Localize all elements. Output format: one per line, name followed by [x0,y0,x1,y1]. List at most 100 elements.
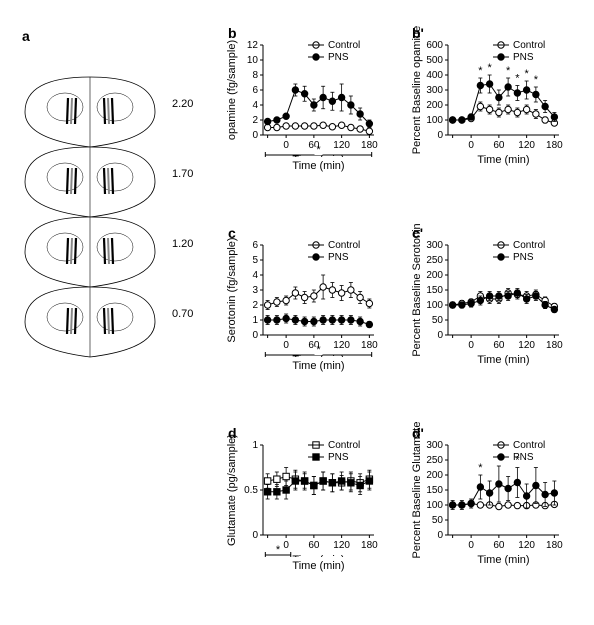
svg-text:300: 300 [426,240,443,251]
svg-text:180: 180 [361,140,378,151]
svg-text:2: 2 [252,115,258,126]
svg-text:0: 0 [283,140,289,151]
svg-text:200: 200 [426,270,443,281]
brain-coord-1: 1.70 [172,168,193,180]
svg-text:200: 200 [426,470,443,481]
svg-text:120: 120 [518,340,535,351]
svg-text:Control: Control [513,440,545,451]
svg-text:0: 0 [252,330,258,341]
svg-text:6: 6 [252,240,258,251]
svg-text:Time (min): Time (min) [477,554,529,566]
svg-text:150: 150 [426,485,443,496]
chart-cp: 050100150200250300060120180Time (min)Per… [410,225,580,405]
svg-text:Glutamate (pg/sample): Glutamate (pg/sample) [226,434,238,546]
svg-text:opamine (fg/sample): opamine (fg/sample) [226,40,238,140]
svg-text:180: 180 [546,340,563,351]
svg-text:Control: Control [328,40,360,51]
svg-text:100: 100 [426,300,443,311]
svg-text:PNS: PNS [328,52,349,63]
svg-text:Percent Baseline Glutamate: Percent Baseline Glutamate [411,422,423,559]
svg-text:120: 120 [333,340,350,351]
svg-text:120: 120 [518,540,535,551]
svg-text:10: 10 [247,55,259,66]
svg-text:0: 0 [252,130,258,141]
svg-text:300: 300 [426,440,443,451]
svg-text:6: 6 [252,85,258,96]
svg-text:0: 0 [468,340,474,351]
svg-text:*: * [524,68,529,80]
svg-text:180: 180 [361,540,378,551]
svg-text:250: 250 [426,455,443,466]
chart-b: 024681012060120180Time (min)opamine (fg/… [225,25,395,205]
svg-text:Percent Baseline opamine: Percent Baseline opamine [411,26,423,154]
svg-text:12: 12 [247,40,259,51]
svg-text:180: 180 [361,340,378,351]
svg-text:0: 0 [437,130,443,141]
svg-text:1: 1 [252,440,258,451]
svg-text:PNS: PNS [513,252,534,263]
svg-text:Time (min): Time (min) [292,160,344,172]
chart-c: 0123456060120180Time (min)Serotonin (fg/… [225,225,395,405]
svg-text:5: 5 [252,255,258,266]
svg-text:*: * [487,62,492,74]
chart-bp: 0100200300400500600060120180Time (min)Pe… [410,25,580,205]
svg-text:600: 600 [426,40,443,51]
svg-text:PNS: PNS [513,52,534,63]
svg-text:*: * [478,65,483,77]
svg-text:Control: Control [328,240,360,251]
svg-text:0: 0 [252,530,258,541]
svg-text:100: 100 [426,115,443,126]
svg-text:50: 50 [432,515,444,526]
svg-text:*: * [534,74,539,86]
svg-text:PNS: PNS [328,452,349,463]
svg-text:0: 0 [437,530,443,541]
svg-text:180: 180 [546,540,563,551]
svg-text:*: * [506,65,511,77]
svg-text:0: 0 [283,540,289,551]
svg-text:3: 3 [252,285,258,296]
svg-text:*: * [316,144,321,156]
svg-text:180: 180 [546,140,563,151]
svg-text:4: 4 [252,270,258,281]
svg-text:Control: Control [513,40,545,51]
svg-text:Time (min): Time (min) [292,560,344,572]
svg-text:Serotonin (fg/sample): Serotonin (fg/sample) [226,237,238,342]
svg-text:2: 2 [252,300,258,311]
svg-text:*: * [276,544,281,556]
svg-text:60: 60 [308,540,320,551]
svg-text:Control: Control [513,240,545,251]
svg-text:50: 50 [432,315,444,326]
svg-text:250: 250 [426,255,443,266]
svg-text:100: 100 [426,500,443,511]
svg-text:300: 300 [426,85,443,96]
svg-text:Time (min): Time (min) [477,354,529,366]
svg-text:1: 1 [252,315,258,326]
svg-text:60: 60 [493,540,505,551]
svg-text:400: 400 [426,70,443,81]
svg-text:200: 200 [426,100,443,111]
svg-text:Time (min): Time (min) [292,360,344,372]
svg-text:500: 500 [426,55,443,66]
brain-coord-2: 1.20 [172,238,193,250]
svg-text:60: 60 [493,140,505,151]
svg-text:0: 0 [468,140,474,151]
svg-text:0.5: 0.5 [244,485,258,496]
svg-text:Time (min): Time (min) [477,154,529,166]
svg-text:Control: Control [328,440,360,451]
svg-text:PNS: PNS [328,252,349,263]
brain-coord-3: 0.70 [172,308,193,320]
brain-coord-0: 2.20 [172,98,193,110]
svg-text:8: 8 [252,70,258,81]
svg-text:*: * [316,344,321,356]
svg-text:*: * [478,462,483,474]
brain-diagram [10,40,190,350]
svg-text:*: * [515,455,520,467]
svg-text:Percent Baseline Serotonin: Percent Baseline Serotonin [411,223,423,356]
svg-text:0: 0 [437,330,443,341]
svg-text:120: 120 [333,140,350,151]
svg-text:*: * [497,453,502,465]
svg-text:0: 0 [283,340,289,351]
svg-text:4: 4 [252,100,258,111]
svg-text:*: * [515,73,520,85]
chart-dp: 050100150200250300060120180Time (min)Per… [410,425,580,605]
